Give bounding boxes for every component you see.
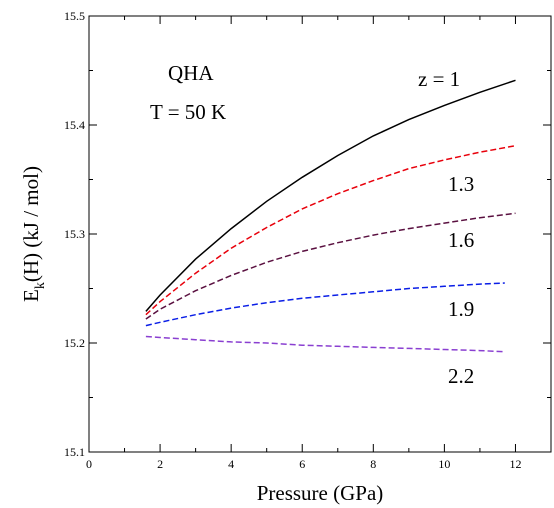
annotation-method: QHA (168, 61, 214, 85)
series-z-1-label: z = 1 (418, 67, 460, 91)
x-tick-label: 2 (157, 457, 163, 471)
x-tick-label: 4 (228, 457, 234, 471)
x-tick-label: 0 (86, 457, 92, 471)
x-tick-label: 6 (299, 457, 305, 471)
y-tick-label: 15.2 (64, 336, 85, 350)
series-z-1.9-line (145, 282, 505, 327)
x-axis-title: Pressure (GPa) (257, 481, 384, 505)
series-labels: z = 1 1.3 1.6 1.9 2.2 (418, 67, 474, 388)
series-z-1.3-line (145, 144, 516, 316)
series-z-1.6-line (145, 212, 516, 320)
series-z-1-line (145, 79, 516, 312)
x-tick-label: 10 (438, 457, 450, 471)
annotation-temperature: T = 50 K (150, 100, 226, 124)
series-z-1.9-label: 1.9 (448, 297, 474, 321)
y-tick-label: 15.5 (64, 9, 85, 23)
y-axis-title-sub: k (33, 282, 48, 289)
y-axis-title: Ek(H) (kJ / mol) (19, 166, 48, 302)
plot-frame (88, 15, 552, 453)
x-tick-label: 8 (370, 457, 376, 471)
y-tick-label: 15.1 (64, 445, 85, 459)
series-z-2.2-label: 2.2 (448, 364, 474, 388)
x-tick-label: 12 (509, 457, 521, 471)
series-z-2.2-line (145, 335, 505, 353)
y-tick-label: 15.3 (64, 227, 85, 241)
series-z-1.3-label: 1.3 (448, 172, 474, 196)
y-axis-title-rest: (H) (kJ / mol) (19, 166, 43, 282)
series-layer (145, 79, 516, 353)
axis-ticks: 0 2 4 6 8 10 12 15.1 15.2 15.3 15.4 15.5 (64, 9, 551, 471)
y-tick-label: 15.4 (64, 118, 85, 132)
series-z-1.6-label: 1.6 (448, 228, 474, 252)
y-axis-title-main: E (19, 289, 43, 302)
